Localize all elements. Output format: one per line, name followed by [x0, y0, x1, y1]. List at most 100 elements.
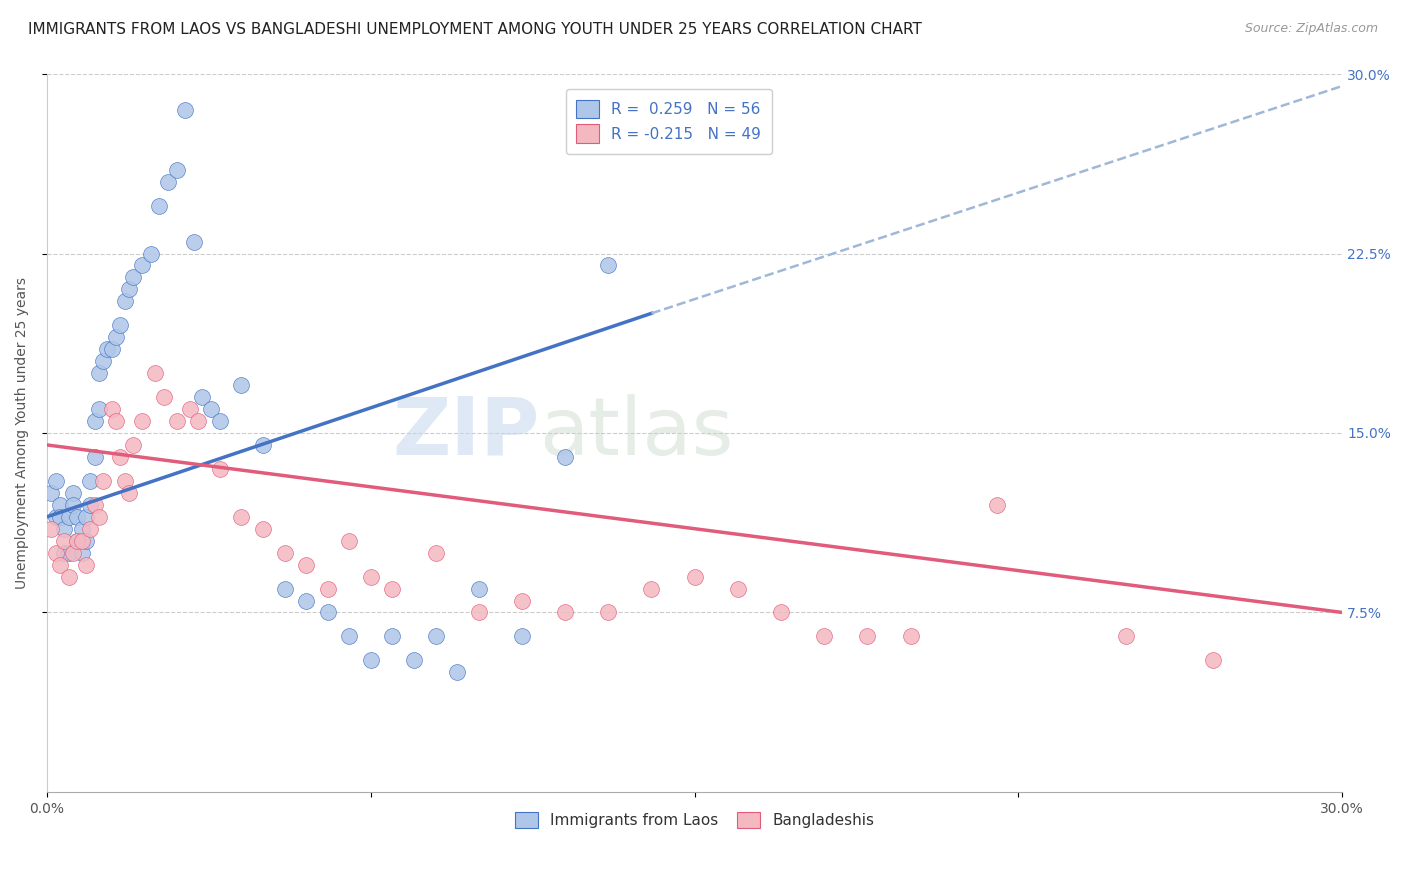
- Point: [41, 522, 63, 536]
- Point: [70, 533, 93, 548]
- Point: [295, 593, 318, 607]
- Point: [510, 593, 533, 607]
- Point: [49, 498, 72, 512]
- Point: [179, 402, 201, 417]
- Point: [143, 366, 166, 380]
- Point: [468, 582, 491, 596]
- Point: [273, 582, 295, 596]
- Point: [187, 414, 209, 428]
- Point: [174, 103, 197, 117]
- Text: atlas: atlas: [540, 394, 734, 472]
- Point: [337, 629, 360, 643]
- Point: [231, 378, 253, 392]
- Text: IMMIGRANTS FROM LAOS VS BANGLADESHI UNEMPLOYMENT AMONG YOUTH UNDER 25 YEARS CORR: IMMIGRANTS FROM LAOS VS BANGLADESHI UNEM…: [28, 22, 922, 37]
- Point: [191, 390, 214, 404]
- Point: [156, 175, 179, 189]
- Text: ZIP: ZIP: [392, 394, 540, 472]
- Point: [131, 259, 153, 273]
- Point: [295, 558, 318, 572]
- Point: [45, 509, 67, 524]
- Point: [114, 474, 136, 488]
- Point: [122, 438, 145, 452]
- Point: [62, 498, 84, 512]
- Point: [70, 546, 93, 560]
- Point: [252, 522, 274, 536]
- Point: [91, 354, 114, 368]
- Point: [83, 414, 105, 428]
- Point: [598, 606, 620, 620]
- Legend: Immigrants from Laos, Bangladeshis: Immigrants from Laos, Bangladeshis: [509, 806, 880, 835]
- Point: [446, 665, 468, 680]
- Point: [96, 343, 118, 357]
- Point: [70, 522, 93, 536]
- Point: [402, 653, 425, 667]
- Point: [200, 402, 222, 417]
- Point: [62, 546, 84, 560]
- Point: [110, 450, 132, 464]
- Point: [75, 558, 97, 572]
- Point: [683, 569, 706, 583]
- Point: [640, 582, 662, 596]
- Point: [105, 330, 128, 344]
- Point: [166, 162, 188, 177]
- Point: [45, 474, 67, 488]
- Point: [53, 533, 76, 548]
- Point: [554, 606, 576, 620]
- Point: [183, 235, 205, 249]
- Point: [45, 546, 67, 560]
- Point: [58, 546, 80, 560]
- Point: [986, 498, 1008, 512]
- Point: [53, 522, 76, 536]
- Point: [58, 569, 80, 583]
- Point: [148, 199, 170, 213]
- Point: [83, 498, 105, 512]
- Point: [118, 485, 141, 500]
- Point: [316, 582, 339, 596]
- Point: [468, 606, 491, 620]
- Point: [139, 246, 162, 260]
- Point: [900, 629, 922, 643]
- Point: [131, 414, 153, 428]
- Point: [53, 546, 76, 560]
- Point: [66, 533, 89, 548]
- Point: [1115, 629, 1137, 643]
- Point: [273, 546, 295, 560]
- Point: [360, 569, 382, 583]
- Point: [252, 438, 274, 452]
- Point: [381, 582, 404, 596]
- Point: [813, 629, 835, 643]
- Point: [41, 485, 63, 500]
- Point: [101, 343, 124, 357]
- Point: [87, 509, 110, 524]
- Point: [75, 509, 97, 524]
- Point: [49, 509, 72, 524]
- Point: [101, 402, 124, 417]
- Point: [114, 294, 136, 309]
- Point: [166, 414, 188, 428]
- Point: [769, 606, 792, 620]
- Point: [105, 414, 128, 428]
- Point: [66, 533, 89, 548]
- Point: [598, 259, 620, 273]
- Point: [91, 474, 114, 488]
- Point: [554, 450, 576, 464]
- Point: [337, 533, 360, 548]
- Point: [118, 282, 141, 296]
- Point: [83, 450, 105, 464]
- Point: [79, 498, 101, 512]
- Point: [79, 474, 101, 488]
- Point: [1202, 653, 1225, 667]
- Point: [122, 270, 145, 285]
- Point: [510, 629, 533, 643]
- Point: [49, 558, 72, 572]
- Point: [110, 318, 132, 333]
- Point: [316, 606, 339, 620]
- Point: [79, 522, 101, 536]
- Point: [62, 485, 84, 500]
- Point: [727, 582, 749, 596]
- Point: [87, 402, 110, 417]
- Point: [360, 653, 382, 667]
- Point: [152, 390, 174, 404]
- Point: [208, 414, 231, 428]
- Point: [58, 509, 80, 524]
